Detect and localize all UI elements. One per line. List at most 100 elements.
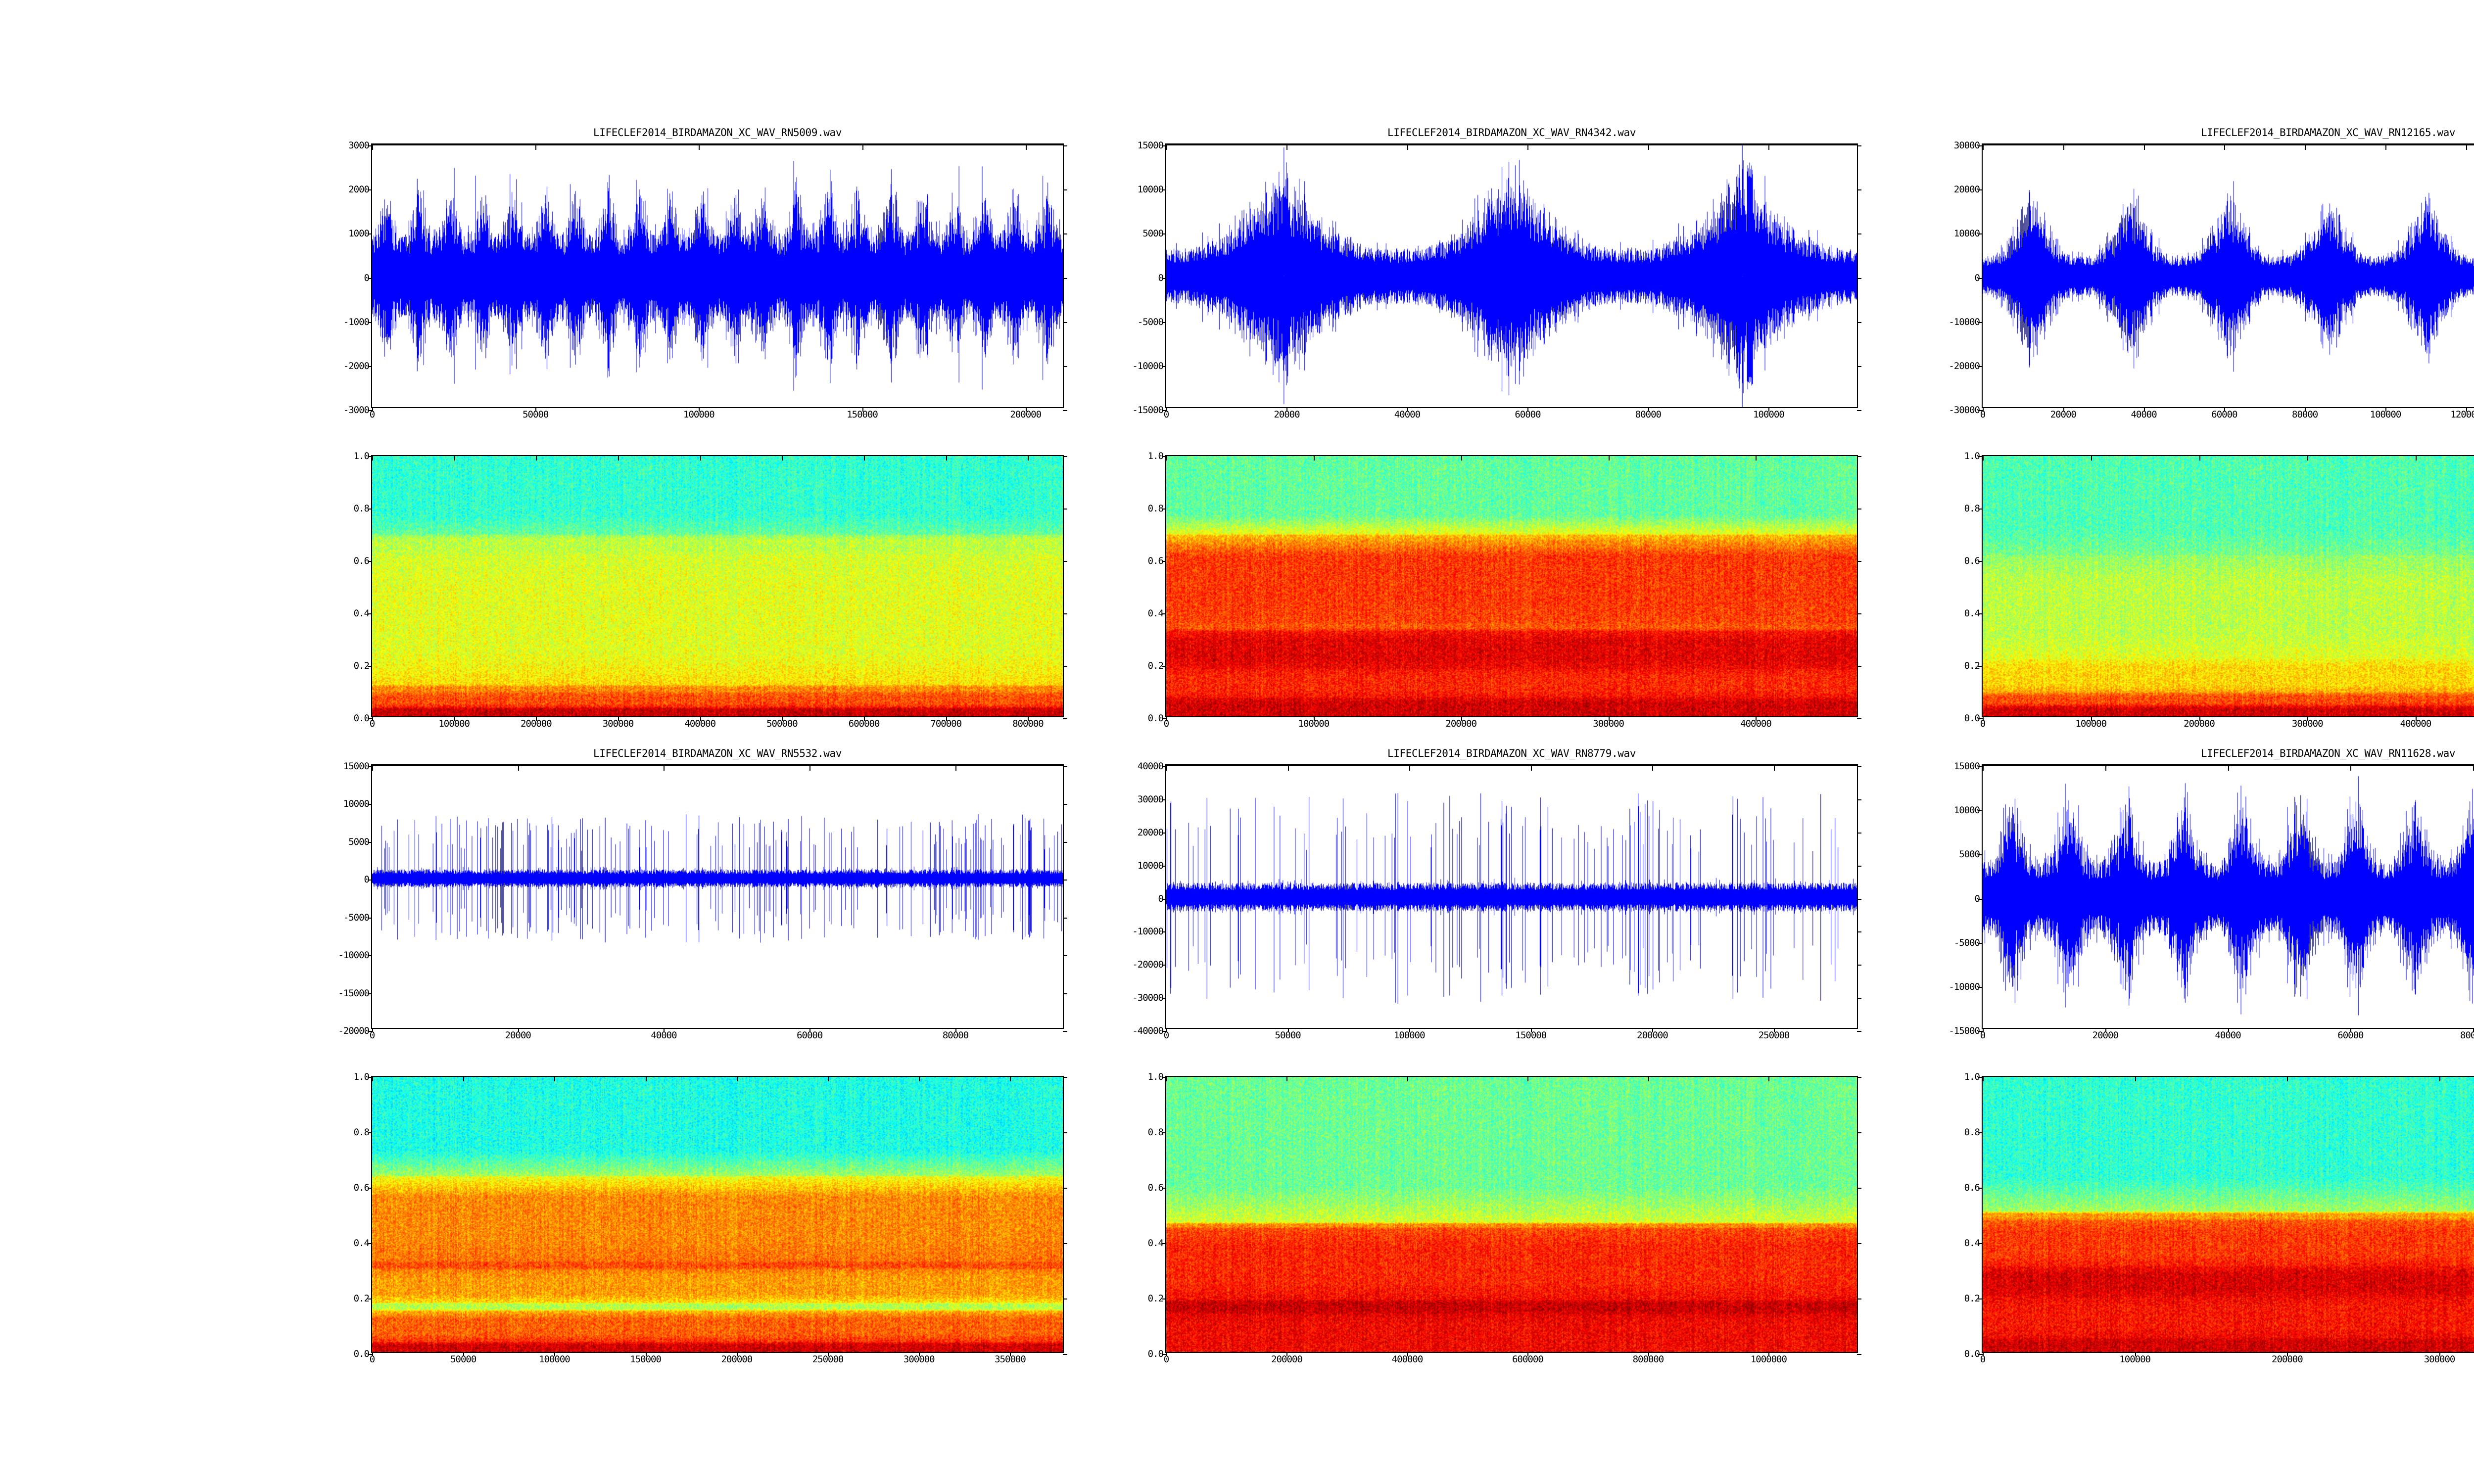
x-tick <box>1166 1352 1167 1356</box>
x-tick-top <box>2199 456 2200 461</box>
y-axis-label: -15000 <box>338 987 370 999</box>
y-axis-label: 10000 <box>1953 228 1980 239</box>
x-tick <box>1407 407 1408 412</box>
y-tick <box>1978 1354 1983 1355</box>
y-axis-label: 0.4 <box>1964 1238 1980 1249</box>
y-tick-right <box>1063 233 1067 235</box>
y-tick-right <box>1857 865 1861 867</box>
y-axis-label: 1.0 <box>353 1071 370 1082</box>
y-tick-right <box>1857 799 1861 800</box>
plot-title-1: LIFECLEF2014_BIRDAMAZON_XC_WAV_RN5009.wa… <box>593 127 842 139</box>
x-tick-top <box>2305 145 2306 150</box>
x-tick <box>2063 407 2064 412</box>
y-tick-right <box>1063 322 1067 323</box>
y-tick <box>1162 613 1166 614</box>
x-tick-top <box>782 456 783 461</box>
x-tick-top <box>700 456 701 461</box>
x-tick-top <box>2350 766 2352 771</box>
x-tick <box>2305 407 2306 412</box>
x-tick-top <box>955 766 956 771</box>
x-tick <box>1768 1352 1770 1356</box>
x-axis-label: 0 <box>1980 1354 1986 1365</box>
x-tick-top <box>1648 1077 1649 1081</box>
y-tick <box>368 1243 372 1244</box>
x-tick-top <box>1527 1077 1529 1081</box>
x-axis-label: 0 <box>1163 409 1169 420</box>
x-axis-label: 300000 <box>1593 718 1624 729</box>
spectrogram-image-4 <box>372 1077 1063 1352</box>
y-axis-label: 0 <box>1158 893 1164 904</box>
y-tick-right <box>1857 613 1861 614</box>
x-tick-top <box>1407 145 1408 150</box>
y-tick <box>1978 1077 1983 1078</box>
y-axis-label: -20000 <box>1132 959 1164 971</box>
x-axis-label: 200000 <box>2272 1354 2303 1365</box>
x-axis-label: 200000 <box>1271 1354 1303 1365</box>
x-tick <box>618 716 619 721</box>
x-tick-top <box>1461 456 1462 461</box>
y-tick <box>368 1031 372 1032</box>
y-tick <box>368 278 372 279</box>
x-tick <box>919 1352 920 1356</box>
x-tick-top <box>1768 1077 1770 1081</box>
y-axis-label: 1000 <box>348 228 370 239</box>
y-tick <box>368 322 372 323</box>
x-tick <box>1530 1028 1532 1032</box>
x-tick-top <box>809 766 811 771</box>
spectrogram-panel-2: 0.0 0.2 0.4 0.6 0.8 1.0 0 100000 200000 300000 400… <box>1148 451 1861 729</box>
y-axis-label: 0.6 <box>1964 1182 1980 1193</box>
axes-6: 0.0 0.2 0.4 0.6 0.8 1.0 0 100000 200000 300000 400… <box>1964 451 2474 729</box>
x-axis-label: 0 <box>369 718 375 729</box>
y-tick-right <box>1857 322 1861 323</box>
y-tick-right <box>1857 1132 1861 1133</box>
x-axis-label: 250000 <box>812 1354 844 1365</box>
x-axis-label: 400000 <box>1391 1354 1424 1365</box>
y-tick <box>1162 898 1166 900</box>
y-tick <box>1162 1188 1166 1189</box>
y-tick <box>1162 766 1166 767</box>
x-tick <box>2473 1028 2474 1032</box>
x-tick-top <box>645 1077 647 1081</box>
x-tick-top <box>2466 145 2467 150</box>
x-tick-top <box>2385 145 2386 150</box>
axes-10: 0.0 0.2 0.4 0.6 0.8 1.0 0 50000 100000 150000 2000… <box>354 1071 1067 1365</box>
x-axis-label: 0 <box>1980 718 1986 729</box>
x-tick <box>1608 716 1610 721</box>
x-tick-top <box>372 145 373 150</box>
axes-9: -15000 -10000 -5000 0 5000 10000 15000 0 20000 40… <box>1949 761 2474 1041</box>
y-tick <box>368 145 372 146</box>
y-tick <box>1162 965 1166 966</box>
y-axis-label: 0.0 <box>353 713 370 724</box>
x-tick <box>1028 716 1029 721</box>
x-tick-top <box>372 766 373 771</box>
y-tick-right <box>1063 1354 1067 1355</box>
x-axis-label: 700000 <box>930 718 962 729</box>
y-axis-label: 15000 <box>343 761 370 772</box>
spectrogram-image-6 <box>1983 1077 2474 1352</box>
waveform-plot-1 <box>372 145 1063 407</box>
x-axis-label: 200000 <box>1010 409 1042 420</box>
x-tick <box>2143 407 2145 412</box>
spectrogram-image-5 <box>1166 1077 1857 1352</box>
y-tick <box>368 189 372 191</box>
y-tick <box>1162 278 1166 279</box>
x-axis-label: 100000 <box>438 718 470 729</box>
y-axis-label: -5000 <box>343 912 370 923</box>
x-tick <box>1286 1352 1288 1356</box>
x-tick-top <box>2287 1077 2288 1081</box>
x-axis-label: 800000 <box>1632 1354 1665 1365</box>
axes-1: -3000 -2000 -1000 0 1000 2000 3000 0 50000 100000… <box>343 140 1067 420</box>
x-axis-label: 200000 <box>521 718 552 729</box>
y-tick <box>368 456 372 457</box>
y-tick-right <box>1857 233 1861 235</box>
x-tick <box>454 716 455 721</box>
y-tick-right <box>1857 718 1861 719</box>
x-tick <box>554 1352 556 1356</box>
x-tick-top <box>1028 456 1029 461</box>
y-axis-label: -10000 <box>1132 926 1164 937</box>
y-tick <box>1978 322 1983 323</box>
spectrogram-image-2 <box>1166 456 1857 716</box>
x-tick <box>2199 716 2200 721</box>
x-axis-label: 250000 <box>1758 1030 1790 1041</box>
x-axis-label: 400000 <box>684 718 716 729</box>
